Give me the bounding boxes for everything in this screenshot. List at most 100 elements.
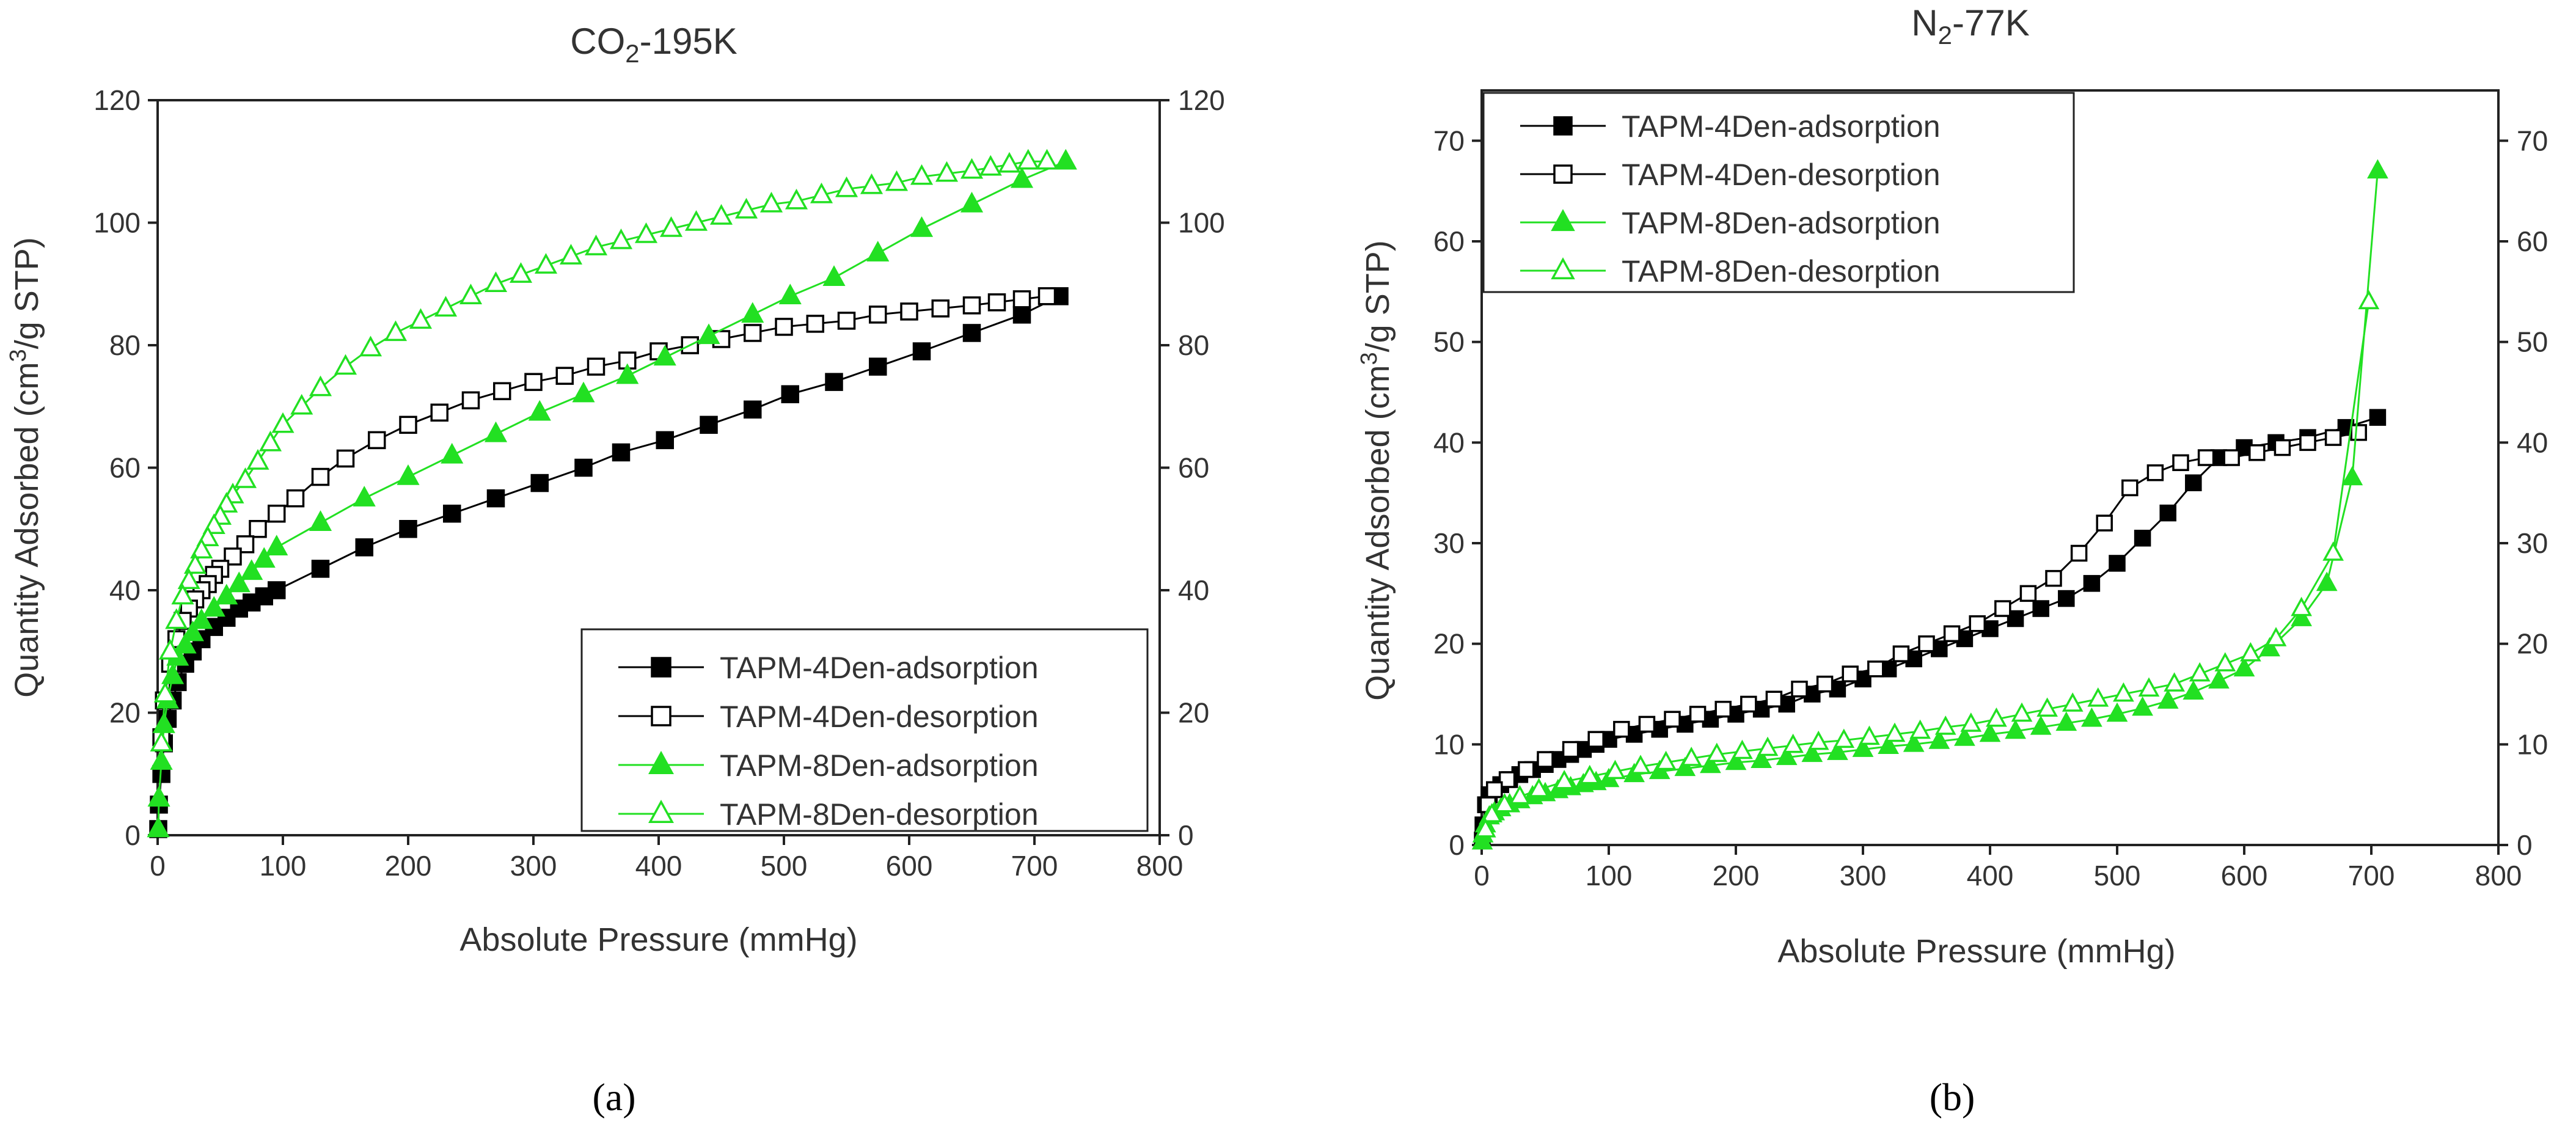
data-point xyxy=(1012,290,1031,309)
data-point xyxy=(1892,645,1910,662)
y-tick-label-right: 60 xyxy=(2517,225,2548,257)
series-TAPM-8Den-desorption xyxy=(1474,290,2380,838)
data-point xyxy=(1481,803,1502,822)
y-tick-label-left: 50 xyxy=(1433,326,1465,358)
data-point xyxy=(781,385,799,403)
data-point xyxy=(1751,748,1772,769)
data-point xyxy=(2132,696,2153,716)
data-point xyxy=(1655,750,1677,770)
panel-a-legend: TAPM-4Den-adsorption TAPM-4Den-desorption… xyxy=(580,628,1149,832)
data-point xyxy=(2164,672,2185,692)
data-point xyxy=(158,638,182,660)
data-point xyxy=(1674,756,1696,777)
data-point xyxy=(659,216,683,237)
panel-a-co2-chart: CO2-195K 0 20 40 60 80 100 120 0 20 40 60 80 100 120… xyxy=(5,21,1225,1119)
data-point xyxy=(810,182,833,203)
data-point xyxy=(2240,642,2261,662)
data-point xyxy=(2265,627,2287,646)
data-point xyxy=(1918,635,1935,653)
data-point xyxy=(900,302,918,321)
y-tick-label-right: 0 xyxy=(2517,829,2533,861)
data-point xyxy=(150,749,173,770)
data-point xyxy=(931,299,950,318)
data-point xyxy=(869,357,887,376)
y-tick-label-left: 20 xyxy=(1433,628,1465,660)
data-point xyxy=(2274,439,2291,456)
data-point xyxy=(2011,702,2033,722)
data-point xyxy=(587,357,606,376)
data-point xyxy=(233,467,257,488)
y-tick-label-left: 100 xyxy=(93,207,141,239)
data-point xyxy=(311,560,330,578)
data-point xyxy=(2157,689,2179,709)
data-point xyxy=(2058,590,2075,607)
data-point xyxy=(227,571,251,593)
data-point xyxy=(2183,680,2205,700)
y-tick-label-right: 40 xyxy=(1178,574,1209,606)
data-point xyxy=(734,197,758,219)
legend-label: TAPM-4Den-adsorption xyxy=(1622,109,1941,144)
data-point xyxy=(190,608,213,629)
data-point xyxy=(1816,675,1834,693)
data-point xyxy=(2087,687,2109,707)
data-point xyxy=(2214,652,2236,671)
data-point xyxy=(609,229,633,249)
data-point xyxy=(2045,569,2062,587)
data-point xyxy=(2322,541,2344,561)
data-point xyxy=(2341,466,2363,486)
legend-label: TAPM-4Den-desorption xyxy=(1622,158,1941,192)
data-point xyxy=(384,320,408,342)
data-point xyxy=(177,568,200,590)
panel-a-y-ticks-right: 0 20 40 60 80 100 120 xyxy=(1160,84,1225,851)
data-point xyxy=(399,415,417,434)
data-point xyxy=(555,367,574,385)
data-point xyxy=(1884,722,1906,742)
data-point xyxy=(1757,736,1779,756)
data-point xyxy=(2358,290,2380,310)
legend-marker xyxy=(1553,164,1573,184)
x-tick-label: 0 xyxy=(1474,860,1490,891)
data-point xyxy=(271,412,295,433)
data-point xyxy=(2172,454,2189,472)
data-point xyxy=(2223,449,2240,466)
data-point xyxy=(486,489,505,508)
data-point xyxy=(775,318,793,336)
data-point xyxy=(355,538,373,557)
y-tick-label-left: 60 xyxy=(109,452,141,484)
y-tick-label-right: 20 xyxy=(1178,697,1209,729)
x-tick-label: 200 xyxy=(385,850,432,882)
legend-marker xyxy=(648,750,674,774)
series-TAPM-8Den-adsorption xyxy=(1471,159,2388,850)
data-point xyxy=(336,449,355,468)
data-point xyxy=(1732,739,1753,759)
x-tick-label: 800 xyxy=(2475,860,2522,891)
data-point xyxy=(1782,733,1804,753)
data-point xyxy=(2189,662,2211,682)
data-point xyxy=(2185,474,2202,491)
data-point xyxy=(1833,728,1855,748)
data-point xyxy=(2259,637,2280,657)
data-point xyxy=(584,235,608,255)
data-point xyxy=(684,210,708,231)
data-point xyxy=(268,504,286,523)
data-point xyxy=(2081,707,2102,727)
data-point xyxy=(1994,600,2011,617)
data-point xyxy=(368,431,386,450)
legend-marker xyxy=(651,657,671,678)
data-point xyxy=(309,510,332,531)
data-point xyxy=(709,203,733,225)
x-tick-label: 100 xyxy=(260,850,307,882)
series-line xyxy=(157,160,1066,830)
data-point xyxy=(240,559,263,580)
y-tick-label-left: 0 xyxy=(125,819,141,851)
panel-b-y-ticks-left: 0 10 20 30 40 50 60 70 xyxy=(1433,125,1482,861)
data-point xyxy=(286,489,305,508)
data-point xyxy=(1486,781,1503,799)
data-point xyxy=(2233,657,2255,677)
data-point xyxy=(359,335,382,357)
x-tick-label: 700 xyxy=(1011,850,1058,882)
data-point xyxy=(1037,287,1056,305)
data-point xyxy=(1827,741,1848,760)
data-point xyxy=(2324,429,2342,446)
series-TAPM-4Den-adsorption xyxy=(149,287,1069,838)
